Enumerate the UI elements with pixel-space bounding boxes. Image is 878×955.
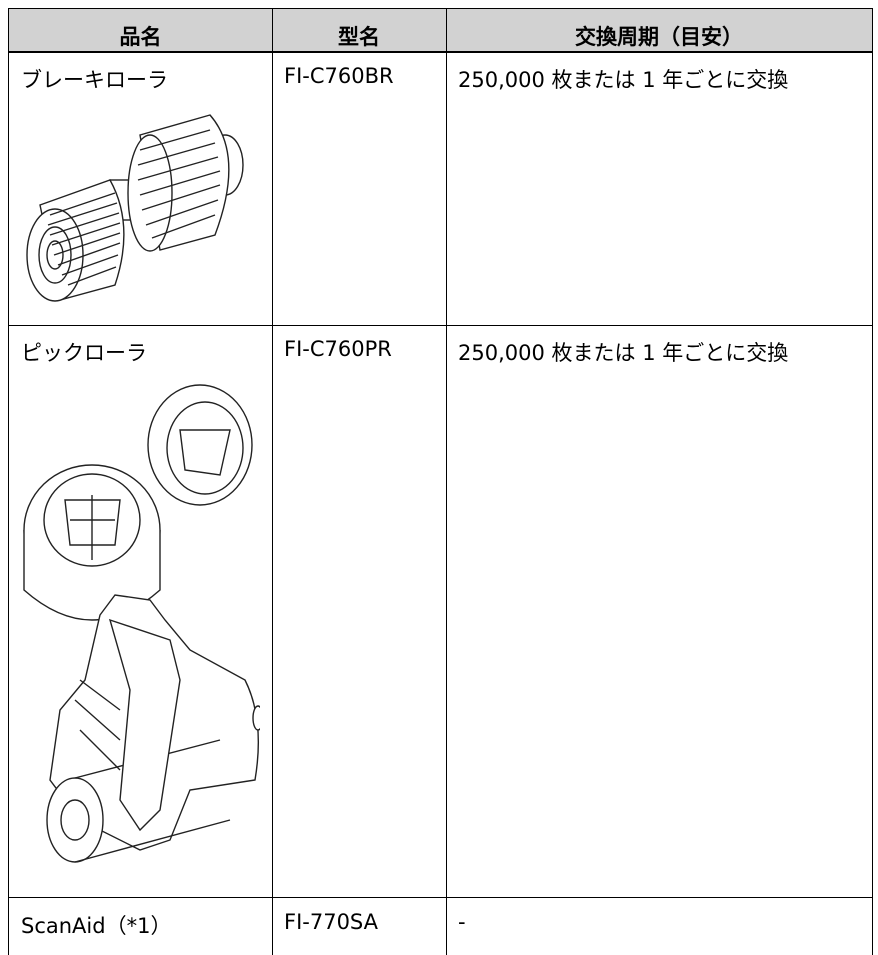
cycle: 250,000 枚または 1 年ごとに交換 <box>458 341 789 365</box>
border <box>8 325 873 326</box>
model: FI-C760PR <box>284 337 392 361</box>
cycle: 250,000 枚または 1 年ごとに交換 <box>458 68 789 92</box>
cycle: - <box>458 910 466 934</box>
border <box>446 8 447 955</box>
brake-roller-image <box>26 114 244 302</box>
model: FI-C760BR <box>284 64 394 88</box>
model: FI-770SA <box>284 910 379 934</box>
part-name: ブレーキローラ <box>21 68 168 92</box>
pick-roller-image <box>23 384 260 863</box>
border <box>8 8 9 955</box>
header-cell: 交換周期（目安） <box>446 9 872 52</box>
part-name: ScanAid（*1） <box>21 914 172 938</box>
part-name: ピックローラ <box>21 341 147 365</box>
border <box>8 897 873 898</box>
border <box>872 8 873 955</box>
border <box>8 8 873 9</box>
header-cell: 型名 <box>272 9 446 52</box>
border <box>272 8 273 955</box>
header-cell: 品名 <box>9 9 272 52</box>
border <box>8 51 873 53</box>
